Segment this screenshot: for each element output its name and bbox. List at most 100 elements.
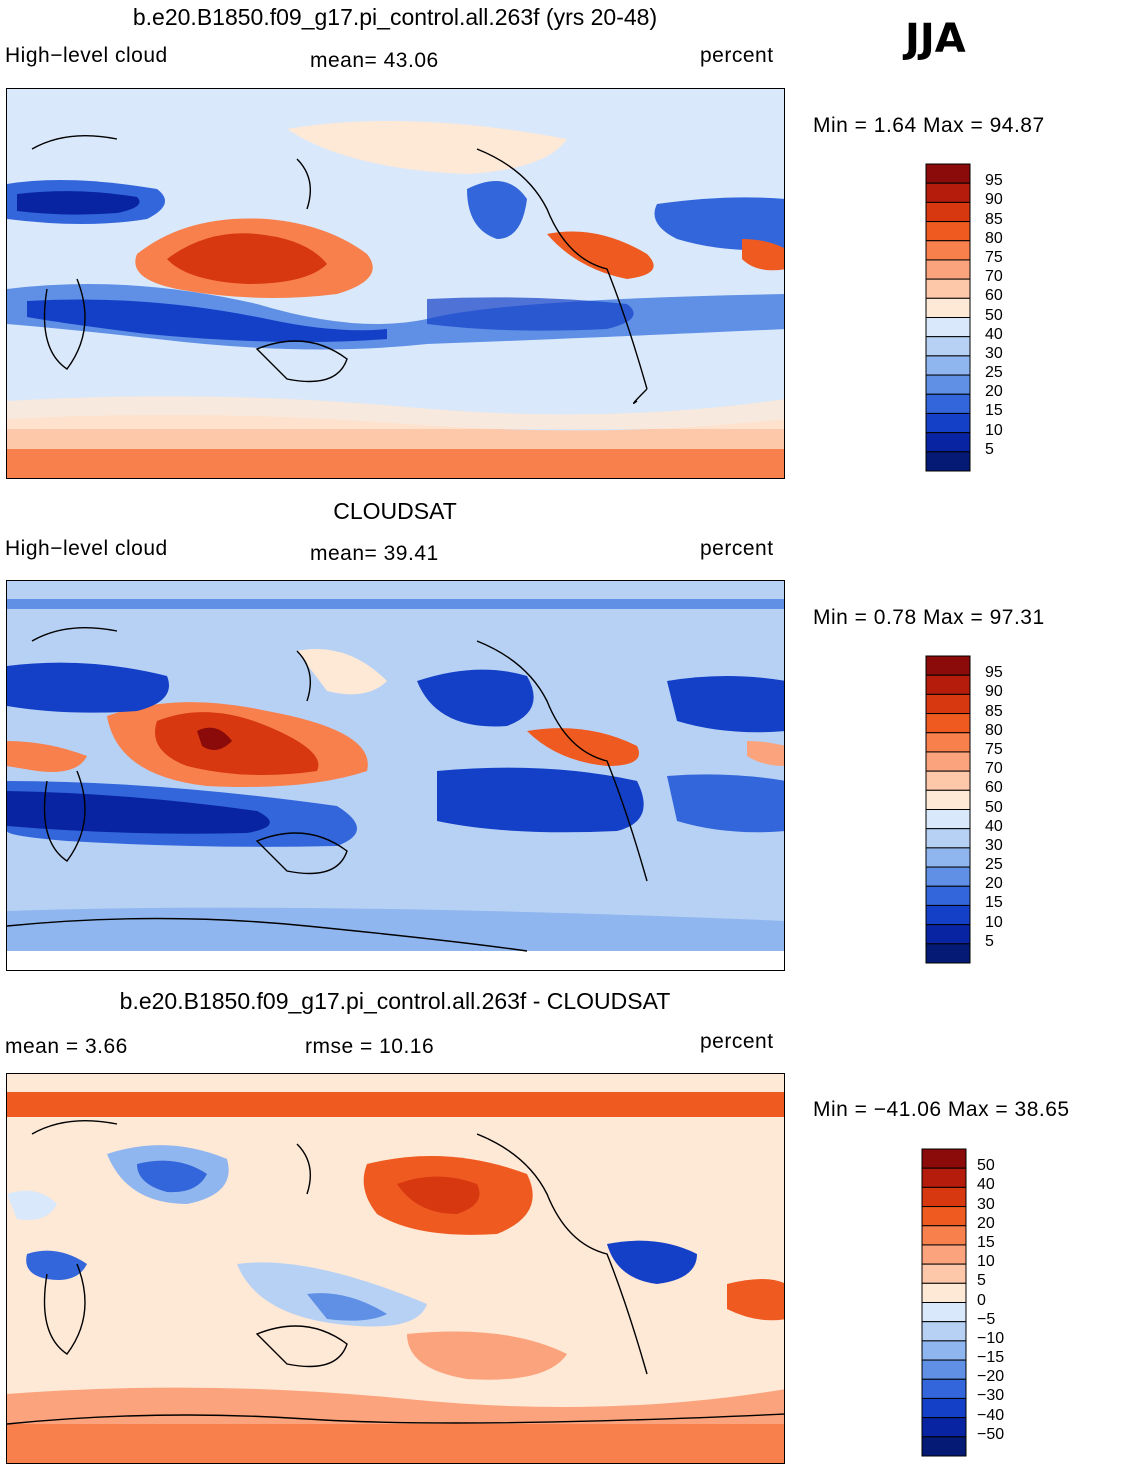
colorbar-swatch xyxy=(925,336,971,357)
panel-model-minmax: Min = 1.64 Max = 94.87 xyxy=(813,114,1045,137)
colorbar-tick-label: 15 xyxy=(985,402,1003,420)
panel-diff-colorbar: 50 40 30 20 15 10 5 0 −5 −10 −15 −20 −30 −40 −50 xyxy=(921,1148,1016,1458)
colorbar-swatch xyxy=(925,259,971,280)
season-label: JJA xyxy=(905,16,966,62)
panel-model-title: b.e20.B1850.f09_g17.pi_control.all.263f … xyxy=(132,4,658,30)
panel-diff-map xyxy=(6,1073,785,1464)
colorbar-swatch xyxy=(925,374,971,395)
colorbar-swatch xyxy=(925,789,971,810)
colorbar-swatch xyxy=(925,163,971,184)
panel-obs-minmax: Min = 0.78 Max = 97.31 xyxy=(813,606,1045,629)
colorbar-swatch xyxy=(925,317,971,338)
colorbar-tick-label: 15 xyxy=(977,1233,995,1251)
panel-diff-rmse-label: rmse = 10.16 xyxy=(305,1035,435,1058)
colorbar-swatch xyxy=(925,828,971,849)
colorbar-tick-label: 15 xyxy=(985,894,1003,912)
colorbar-tick-label: 0 xyxy=(977,1291,986,1309)
colorbar-swatch xyxy=(925,693,971,715)
panel-model-colorbar-swatches xyxy=(925,163,971,472)
panel-model-colorbar: 95 90 85 80 75 70 60 50 40 30 25 20 15 10 5 xyxy=(925,163,1015,473)
panel-model-map xyxy=(6,88,785,479)
colorbar-tick-label: 40 xyxy=(977,1176,995,1194)
colorbar-swatch xyxy=(925,412,971,434)
colorbar-tick-label: 20 xyxy=(985,383,1003,401)
colorbar-tick-label: 5 xyxy=(985,440,994,458)
colorbar-tick-label: −15 xyxy=(977,1349,1005,1367)
colorbar-tick-label: 20 xyxy=(977,1214,995,1232)
colorbar-tick-label: 40 xyxy=(985,817,1003,835)
panel-model-mean-label: mean= 43.06 xyxy=(310,49,439,72)
panel-diff-units-label: percent xyxy=(700,1030,774,1053)
colorbar-swatch xyxy=(925,866,971,887)
colorbar-swatch xyxy=(925,182,971,203)
panel-obs-map xyxy=(6,580,785,971)
colorbar-tick-label: 75 xyxy=(985,740,1003,758)
colorbar-tick-label: 5 xyxy=(985,932,994,950)
colorbar-tick-label: 10 xyxy=(985,913,1003,931)
colorbar-tick-label: 95 xyxy=(985,664,1003,682)
colorbar-swatch xyxy=(925,943,971,964)
colorbar-swatch xyxy=(925,355,971,376)
colorbar-tick-label: 95 xyxy=(985,172,1003,190)
colorbar-tick-label: 80 xyxy=(985,229,1003,247)
colorbar-swatch xyxy=(925,655,971,676)
colorbar-swatch xyxy=(925,770,971,791)
panel-obs-mean-label: mean= 39.41 xyxy=(310,542,439,565)
colorbar-swatch xyxy=(921,1321,967,1342)
colorbar-swatch xyxy=(921,1417,967,1438)
colorbar-tick-label: −30 xyxy=(977,1387,1005,1405)
colorbar-tick-label: 50 xyxy=(985,306,1003,324)
colorbar-tick-label: −50 xyxy=(977,1425,1005,1443)
colorbar-swatch xyxy=(925,278,971,299)
colorbar-swatch xyxy=(921,1282,967,1303)
colorbar-tick-label: 10 xyxy=(985,421,1003,439)
colorbar-tick-label: 30 xyxy=(985,344,1003,362)
colorbar-tick-label: −5 xyxy=(977,1310,996,1328)
colorbar-tick-label: −20 xyxy=(977,1368,1005,1386)
colorbar-swatch xyxy=(921,1359,967,1380)
colorbar-tick-label: 50 xyxy=(977,1157,995,1175)
colorbar-swatch xyxy=(925,240,971,261)
panel-model-units-label: percent xyxy=(700,44,774,67)
panel-obs-colorbar-ticks: 95 90 85 80 75 70 60 50 40 30 25 20 15 10 5 xyxy=(985,655,1015,964)
colorbar-tick-label: 60 xyxy=(985,287,1003,305)
panel-obs-colorbar: 95 90 85 80 75 70 60 50 40 30 25 20 15 10 5 xyxy=(925,655,1015,965)
colorbar-tick-label: 85 xyxy=(985,210,1003,228)
colorbar-tick-label: −10 xyxy=(977,1329,1005,1347)
panel-obs-title: CLOUDSAT xyxy=(333,498,457,524)
colorbar-swatch xyxy=(925,451,971,472)
panel-obs-units-label: percent xyxy=(700,537,774,560)
colorbar-swatch xyxy=(925,201,971,223)
colorbar-swatch xyxy=(921,1378,967,1399)
colorbar-swatch xyxy=(925,297,971,318)
colorbar-swatch xyxy=(925,924,971,945)
colorbar-tick-label: 25 xyxy=(985,856,1003,874)
colorbar-tick-label: 60 xyxy=(985,779,1003,797)
colorbar-tick-label: 30 xyxy=(985,836,1003,854)
colorbar-swatch xyxy=(925,732,971,753)
colorbar-tick-label: 75 xyxy=(985,248,1003,266)
colorbar-swatch xyxy=(921,1225,967,1246)
colorbar-swatch xyxy=(925,847,971,868)
colorbar-tick-label: 85 xyxy=(985,702,1003,720)
colorbar-swatch xyxy=(921,1436,967,1457)
colorbar-swatch xyxy=(921,1186,967,1208)
colorbar-swatch xyxy=(925,674,971,695)
colorbar-swatch xyxy=(925,393,971,414)
colorbar-tick-label: 30 xyxy=(977,1195,995,1213)
colorbar-tick-label: 50 xyxy=(985,798,1003,816)
colorbar-tick-label: 10 xyxy=(977,1253,995,1271)
panel-obs-variable-label: High−level cloud xyxy=(5,537,168,560)
colorbar-swatch xyxy=(921,1340,967,1361)
panel-diff-minmax: Min = −41.06 Max = 38.65 xyxy=(813,1098,1070,1121)
colorbar-tick-label: −40 xyxy=(977,1406,1005,1424)
colorbar-swatch xyxy=(925,432,971,453)
panel-diff-mean-label: mean = 3.66 xyxy=(5,1035,128,1058)
panel-obs-colorbar-swatches xyxy=(925,655,971,964)
colorbar-swatch xyxy=(921,1397,967,1419)
colorbar-swatch xyxy=(925,885,971,906)
panel-diff-colorbar-swatches xyxy=(921,1148,967,1457)
colorbar-tick-label: 40 xyxy=(985,325,1003,343)
colorbar-tick-label: 5 xyxy=(977,1272,986,1290)
colorbar-tick-label: 90 xyxy=(985,683,1003,701)
